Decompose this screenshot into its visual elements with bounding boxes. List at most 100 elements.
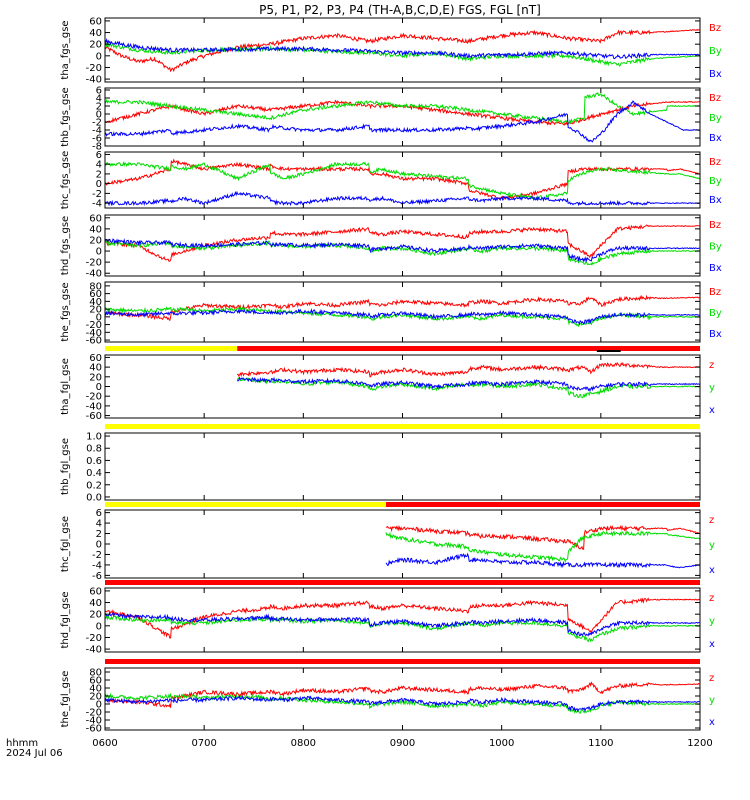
y-tick-label: 0: [96, 540, 102, 551]
y-tick-label: 0: [96, 179, 102, 190]
series-z-line: [385, 524, 700, 550]
y-tick-label: -40: [86, 328, 102, 339]
series-x-line: [104, 694, 700, 713]
y-tick-label: 0.6: [86, 456, 102, 467]
y-tick-label: -60: [86, 336, 102, 347]
y-axis-label: thb_fgs_gse: [60, 87, 71, 146]
y-tick-label: 20: [89, 305, 102, 316]
legend-entry-x: x: [709, 639, 715, 650]
series-y-line: [385, 530, 700, 563]
series-Bx-line: [104, 238, 700, 263]
status-bar-yellow: [105, 346, 238, 351]
y-tick-label: -6: [92, 571, 102, 582]
series-Bx-line: [104, 100, 700, 143]
y-tick-label: 4: [96, 94, 102, 105]
y-tick-label: -40: [86, 716, 102, 727]
x-tick-label: 1100: [588, 738, 613, 749]
y-tick-label: 40: [89, 598, 102, 609]
chart-title: P5, P1, P2, P3, P4 (TH-A,B,C,D,E) FGS, F…: [259, 3, 541, 17]
x-tick-label: 0900: [390, 738, 415, 749]
legend-entry-Bz: Bz: [709, 93, 721, 104]
legend-entry-z: z: [709, 515, 714, 526]
series-By-line: [104, 306, 700, 328]
y-tick-label: 0: [96, 51, 102, 62]
y-tick-label: 20: [89, 372, 102, 383]
legend-entry-By: By: [709, 242, 722, 253]
x-axis: 0600 0700 0800 0900 1000 1100 1200: [92, 738, 712, 749]
series-y-line: [104, 692, 700, 714]
y-tick-label: 6: [96, 150, 102, 161]
y-tick-label: -40: [86, 269, 102, 280]
y-tick-label: 0.0: [86, 492, 102, 503]
legend-entry-Bx: Bx: [709, 263, 722, 274]
series-Bx-line: [104, 37, 700, 60]
series-z-line: [236, 361, 700, 378]
y-axis-label: thc_fgs_gse: [60, 151, 71, 210]
legend-entry-Bz: Bz: [709, 23, 721, 34]
y-tick-label: -4: [92, 126, 102, 137]
date-label: 2024 Jul 06: [6, 748, 63, 759]
series-z-line: [104, 681, 700, 708]
status-bar-mark: [596, 350, 621, 352]
series-By-line: [104, 161, 700, 201]
y-tick-label: 40: [89, 363, 102, 374]
y-tick-label: -2: [92, 550, 102, 561]
y-tick-label: 0: [96, 247, 102, 258]
legend-entry-By: By: [709, 176, 722, 187]
panel-frame: [104, 87, 701, 147]
legend-entry-y: y: [709, 616, 715, 627]
y-tick-label: 60: [89, 676, 102, 687]
y-tick-label: 4: [96, 519, 102, 530]
y-tick-label: -20: [86, 708, 102, 719]
y-tick-label: 1.0: [86, 432, 102, 443]
y-axis-label: thd_fgs_gse: [60, 216, 71, 275]
y-axis-label: tha_fgl_gse: [60, 358, 71, 415]
y-tick-label: 0.4: [86, 468, 102, 479]
panel-frame: [104, 509, 701, 579]
status-bar-yellow: [105, 502, 386, 507]
y-tick-label: -60: [86, 411, 102, 422]
legend-entry-y: y: [709, 383, 715, 394]
y-tick-label: 6: [96, 86, 102, 97]
y-tick-label: -60: [86, 724, 102, 735]
series-Bz-line: [104, 28, 700, 73]
y-tick-label: 60: [89, 289, 102, 300]
y-tick-label: 2: [96, 102, 102, 113]
y-tick-label: 80: [89, 668, 102, 679]
status-bar-red: [385, 502, 700, 507]
y-tick-label: 4: [96, 160, 102, 171]
series-Bx-line: [104, 190, 700, 207]
y-tick-label: 0.2: [86, 480, 102, 491]
legend-entry-Bx: Bx: [709, 195, 722, 206]
y-tick-label: 0.8: [86, 444, 102, 455]
y-tick-label: -8: [92, 142, 102, 153]
legend-entry-Bx: Bx: [709, 69, 722, 80]
y-tick-label: 60: [89, 586, 102, 597]
legend-entry-By: By: [709, 46, 722, 57]
series-Bz-line: [104, 294, 700, 322]
status-bar-red: [105, 580, 700, 585]
y-tick-label: 0: [96, 382, 102, 393]
legend-entry-z: z: [709, 593, 714, 604]
status-bar-red: [105, 659, 700, 664]
y-axis-label: the_fgs_gse: [60, 282, 71, 341]
status-bar-red: [237, 346, 700, 351]
y-tick-label: 40: [89, 297, 102, 308]
x-tick-label: 1000: [489, 738, 514, 749]
y-tick-label: 20: [89, 610, 102, 621]
y-axis-label: thc_fgl_gse: [60, 516, 71, 572]
y-tick-label: -20: [86, 392, 102, 403]
y-tick-label: -20: [86, 320, 102, 331]
series-x-line: [385, 552, 700, 569]
legend-entry-Bz: Bz: [709, 157, 721, 168]
legend-entry-x: x: [709, 405, 715, 416]
x-tick-label: 0800: [291, 738, 316, 749]
